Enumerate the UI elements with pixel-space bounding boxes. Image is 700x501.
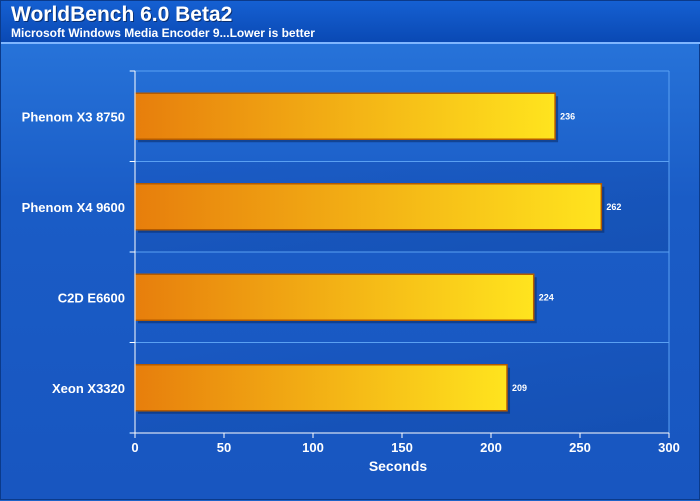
- category-label: Xeon X3320: [52, 381, 125, 396]
- bar-value-label: 236: [560, 111, 575, 121]
- bar: [134, 364, 508, 412]
- x-tick-label: 100: [302, 440, 324, 455]
- category-label: C2D E6600: [58, 290, 125, 305]
- chart-title: WorldBench 6.0 Beta2: [11, 3, 233, 26]
- bar-value-label: 209: [512, 383, 527, 393]
- x-tick-label: 200: [480, 440, 502, 455]
- x-axis-title: Seconds: [369, 458, 428, 474]
- bar-value-label: 262: [606, 202, 621, 212]
- category-label: Phenom X4 9600: [22, 200, 125, 215]
- bar: [134, 92, 556, 140]
- bar-value-label: 224: [539, 292, 554, 302]
- x-tick-label: 150: [391, 440, 413, 455]
- chart-header: WorldBench 6.0 Beta2 Microsoft Windows M…: [1, 1, 700, 44]
- bar: [134, 273, 535, 321]
- category-label: Phenom X3 8750: [22, 109, 125, 124]
- x-tick-label: 50: [217, 440, 231, 455]
- x-tick-label: 250: [569, 440, 591, 455]
- x-tick-label: 300: [658, 440, 680, 455]
- chart-subtitle: Microsoft Windows Media Encoder 9...Lowe…: [11, 26, 315, 40]
- x-tick-label: 0: [131, 440, 138, 455]
- bar: [134, 183, 603, 231]
